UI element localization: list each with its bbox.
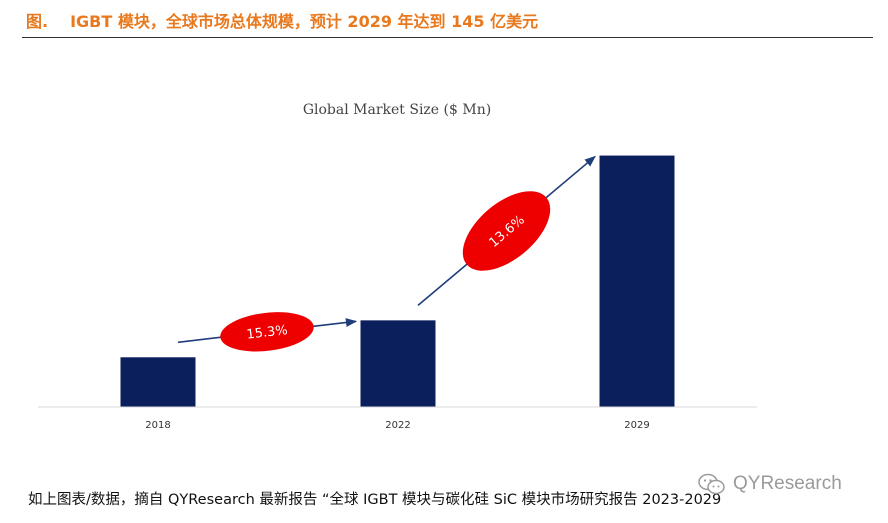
wechat-icon [698,473,725,495]
bar-2018 [120,357,196,407]
figure-header: 图. IGBT 模块，全球市场总体规模，预计 2029 年达到 145 亿美元 [26,8,538,32]
x-tick-2029: 2029 [624,420,649,431]
source-note: 如上图表/数据，摘自 QYResearch 最新报告 “全球 IGBT 模块与碳… [28,492,722,508]
figure-label: 图. [26,12,49,31]
growth-bubble-1 [220,312,314,352]
bar-2029 [599,155,675,407]
x-tick-2022: 2022 [385,420,410,431]
header-divider [22,37,873,38]
growth-label-1: 15.3% [246,323,289,343]
bar-2022 [360,320,436,407]
figure-title: IGBT 模块，全球市场总体规模，预计 2029 年达到 145 亿美元 [70,12,539,31]
market-size-chart: Global Market Size ($ Mn) 2018 2022 2029 1… [38,102,757,431]
watermark-text: QYResearch [733,473,842,494]
x-tick-2018: 2018 [145,420,170,431]
watermark: QYResearch [697,472,842,496]
chart-title: Global Market Size ($ Mn) [303,102,491,118]
growth-bubble-2 [462,191,551,271]
